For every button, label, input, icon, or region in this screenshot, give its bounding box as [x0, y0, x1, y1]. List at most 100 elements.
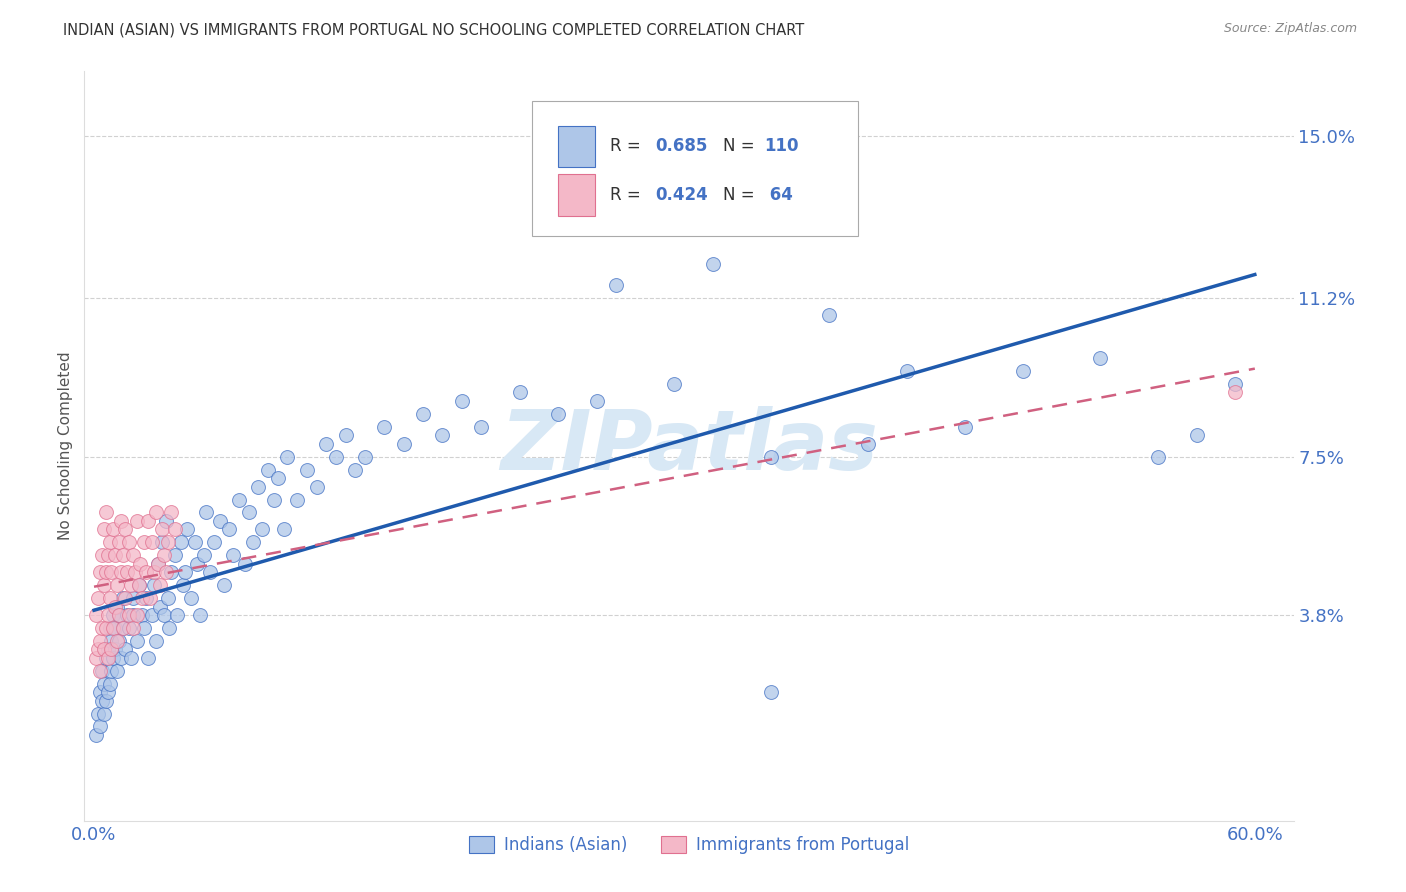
- Point: [128, 578, 150, 592]
- Point: [141, 608, 163, 623]
- Point: [155, 514, 177, 528]
- Point: [1225, 376, 1247, 391]
- Point: [97, 642, 120, 657]
- Point: [129, 557, 152, 571]
- Point: [509, 385, 531, 400]
- Point: [84, 728, 107, 742]
- Point: [108, 608, 131, 623]
- Point: [165, 548, 187, 562]
- Point: [100, 642, 122, 657]
- Point: [190, 608, 212, 623]
- Point: [89, 685, 111, 699]
- Point: [170, 535, 193, 549]
- Point: [90, 621, 112, 635]
- Point: [202, 535, 225, 549]
- Point: [152, 608, 174, 623]
- Point: [172, 578, 194, 592]
- Point: [105, 664, 128, 678]
- Point: [115, 566, 138, 580]
- Point: [98, 591, 121, 605]
- Point: [143, 578, 166, 592]
- Point: [166, 608, 188, 623]
- Point: [105, 633, 128, 648]
- Point: [208, 514, 231, 528]
- Point: [141, 535, 163, 549]
- Point: [93, 676, 115, 690]
- Point: [100, 664, 122, 678]
- Point: [149, 599, 172, 614]
- Point: [145, 505, 167, 519]
- Point: [186, 557, 208, 571]
- Point: [131, 608, 153, 623]
- Point: [136, 514, 159, 528]
- Point: [1011, 364, 1033, 378]
- Point: [664, 376, 686, 391]
- Point: [252, 523, 274, 537]
- Point: [149, 578, 172, 592]
- Point: [100, 633, 122, 648]
- Point: [104, 548, 127, 562]
- Point: [94, 621, 117, 635]
- Point: [112, 621, 135, 635]
- Point: [295, 462, 318, 476]
- Point: [174, 566, 197, 580]
- Point: [183, 535, 205, 549]
- Point: [114, 591, 136, 605]
- Point: [93, 523, 115, 537]
- Point: [176, 523, 198, 537]
- Point: [145, 633, 167, 648]
- Point: [89, 566, 111, 580]
- Point: [212, 578, 235, 592]
- Point: [136, 651, 159, 665]
- Text: R =: R =: [610, 137, 647, 155]
- Point: [586, 394, 609, 409]
- Point: [193, 548, 215, 562]
- Point: [139, 591, 162, 605]
- Point: [896, 364, 918, 378]
- Point: [146, 557, 169, 571]
- Point: [432, 428, 454, 442]
- Point: [412, 407, 434, 421]
- Point: [115, 608, 138, 623]
- Text: INDIAN (ASIAN) VS IMMIGRANTS FROM PORTUGAL NO SCHOOLING COMPLETED CORRELATION CH: INDIAN (ASIAN) VS IMMIGRANTS FROM PORTUG…: [63, 22, 804, 37]
- Point: [315, 437, 337, 451]
- Point: [84, 651, 107, 665]
- Point: [547, 407, 569, 421]
- Point: [344, 462, 367, 476]
- Point: [108, 535, 131, 549]
- Point: [125, 608, 148, 623]
- Point: [93, 578, 115, 592]
- Point: [305, 480, 328, 494]
- Point: [114, 523, 136, 537]
- Point: [165, 523, 187, 537]
- Point: [98, 621, 121, 635]
- Point: [373, 419, 395, 434]
- Point: [155, 566, 177, 580]
- Point: [90, 694, 112, 708]
- Point: [128, 578, 150, 592]
- Point: [120, 578, 142, 592]
- Point: [94, 566, 117, 580]
- Point: [93, 642, 115, 657]
- Point: [1147, 450, 1170, 464]
- Point: [818, 309, 841, 323]
- Point: [103, 621, 125, 635]
- Point: [94, 694, 117, 708]
- Point: [150, 523, 173, 537]
- Point: [450, 394, 472, 409]
- Point: [110, 514, 132, 528]
- Point: [118, 621, 141, 635]
- Point: [108, 633, 131, 648]
- Point: [121, 608, 143, 623]
- Point: [238, 505, 260, 519]
- Point: [263, 492, 285, 507]
- Point: [94, 505, 117, 519]
- Text: 64: 64: [763, 186, 793, 204]
- Point: [100, 566, 122, 580]
- Point: [605, 278, 627, 293]
- Point: [121, 621, 143, 635]
- Point: [89, 664, 111, 678]
- Legend: Indians (Asian), Immigrants from Portugal: Indians (Asian), Immigrants from Portuga…: [463, 830, 915, 861]
- Point: [134, 535, 156, 549]
- Point: [104, 642, 127, 657]
